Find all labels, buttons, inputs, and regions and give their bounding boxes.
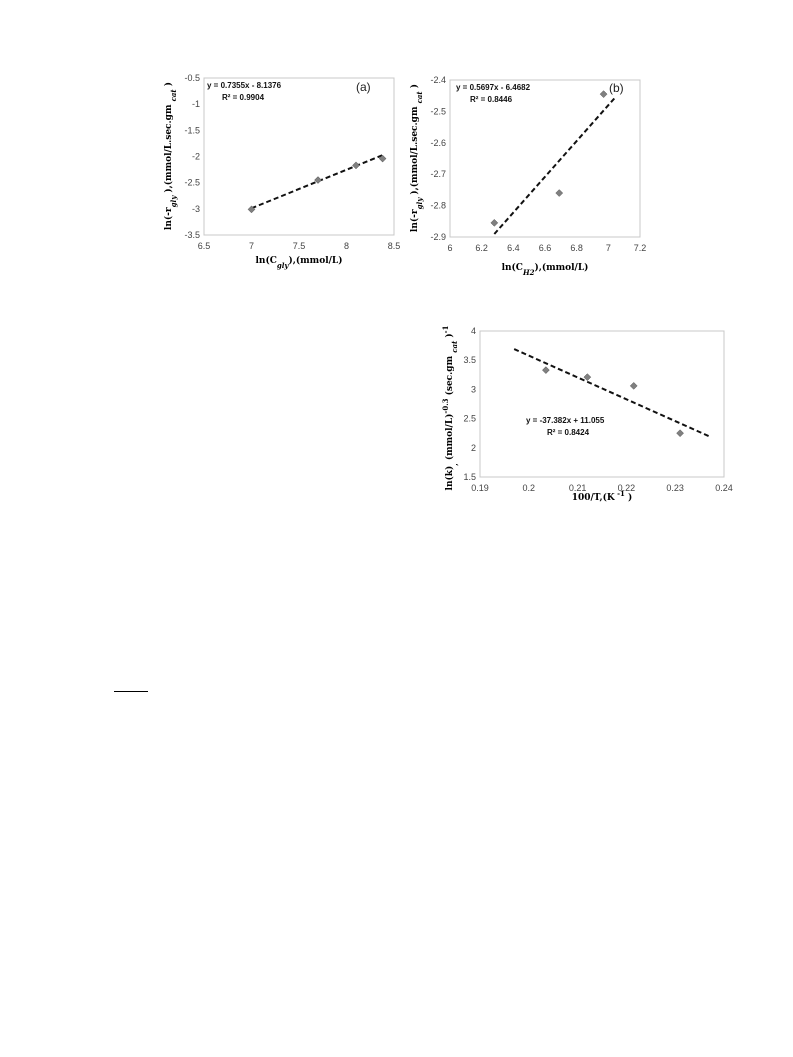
axis-title-y-b: ln(-rgly ),(mmol/L.sec.gm cat ) — [409, 84, 424, 232]
y-tick-label: 2 — [471, 443, 476, 453]
ticks-c: 0.19 0.2 0.21 0.22 0.23 0.24 4 3.5 3 2.5 2 1.5 — [463, 326, 732, 493]
y-tick-label: 3 — [471, 384, 476, 394]
trend-equation-c: y = -37.382x + 11.055 — [526, 416, 605, 425]
marks-a — [247, 153, 387, 214]
data-point — [555, 189, 564, 197]
plot-area-c — [479, 330, 725, 478]
x-tick-label: 0.24 — [715, 483, 733, 493]
ticks-a: 6.5 7 7.5 8 8.5 -0.5 -1 -1.5 -2 -2.5 -3 -3.5 — [184, 73, 400, 251]
ticks-b: 6 6.2 6.4 6.6 6.8 7 7.2 -2.4 -2.5 -2.6 -2.7 -2.8 -2.… — [430, 75, 646, 253]
y-tick-label: -0.5 — [184, 73, 200, 83]
y-tick-label: -2.5 — [430, 106, 446, 116]
plot-area-b — [449, 79, 641, 238]
data-point — [352, 161, 360, 170]
x-tick-label: 6.8 — [570, 243, 583, 253]
x-tick-label: 0.22 — [618, 483, 636, 493]
x-tick-label: 0.21 — [569, 483, 587, 493]
data-point — [314, 176, 322, 184]
y-tick-label: -2.9 — [430, 232, 446, 242]
data-point — [629, 382, 638, 390]
trend-r2-a: R² = 0.9904 — [222, 93, 265, 102]
x-tick-label: 6 — [447, 243, 452, 253]
data-point — [490, 219, 499, 227]
chart-c-svg: ln(k), (mmol/L)-0.3 (sec.gm cat )-1 100/… — [441, 325, 733, 504]
y-tick-label: -2.6 — [430, 138, 446, 148]
data-point — [542, 366, 550, 374]
trend-line — [493, 95, 617, 235]
y-tick-label: -3 — [192, 204, 200, 214]
x-tick-label: 8.5 — [388, 241, 401, 251]
x-tick-label: 0.23 — [666, 483, 684, 493]
panel-tag-a: (a) — [356, 80, 371, 94]
y-tick-label: 1.5 — [463, 472, 476, 482]
x-tick-label: 0.2 — [523, 483, 536, 493]
y-tick-label: -2.7 — [430, 169, 446, 179]
axis-title-y-a: ln(-rgly ),(mmol/L.sec.gm cat ) — [163, 82, 178, 230]
y-tick-label: -1 — [192, 99, 200, 109]
footnote-divider — [114, 691, 148, 692]
chart-a: ln(-rgly ),(mmol/L.sec.gm cat ) ln(Cgly)… — [160, 70, 400, 270]
trend-line — [513, 348, 710, 438]
y-tick-label: -2.8 — [430, 201, 446, 211]
marks-c — [513, 348, 710, 438]
x-tick-label: 6.2 — [475, 243, 488, 253]
data-point — [378, 154, 387, 163]
x-tick-label: 7.5 — [293, 241, 306, 251]
y-tick-label: 3.5 — [463, 355, 476, 365]
data-point — [676, 429, 684, 438]
trend-r2-c: R² = 0.8424 — [547, 428, 590, 437]
axis-title-y-c: ln(k), (mmol/L)-0.3 (sec.gm cat )-1 — [441, 325, 459, 490]
y-tick-label: 4 — [471, 326, 476, 336]
y-tick-label: 2.5 — [463, 414, 476, 424]
axis-title-x-a: ln(Cgly),(mmol/L) — [255, 255, 342, 270]
trend-equation-a: y = 0.7355x - 8.1376 — [207, 81, 282, 90]
y-tick-label: -1.5 — [184, 125, 200, 135]
x-tick-label: 6.5 — [198, 241, 211, 251]
x-tick-label: 0.19 — [471, 483, 489, 493]
x-tick-label: 6.6 — [539, 243, 552, 253]
panel-tag-b: (b) — [609, 81, 624, 95]
x-tick-label: 8 — [344, 241, 349, 251]
x-tick-label: 7 — [606, 243, 611, 253]
x-tick-label: 6.4 — [507, 243, 520, 253]
axis-title-x-c: 100/T,(K -1 ) — [572, 489, 633, 504]
data-point — [247, 205, 256, 214]
y-tick-label: -2 — [192, 152, 200, 162]
trend-r2-b: R² = 0.8446 — [470, 95, 513, 104]
y-tick-label: -2.4 — [430, 75, 446, 85]
plot-area-a — [203, 77, 395, 236]
x-tick-label: 7 — [249, 241, 254, 251]
marks-b — [490, 90, 617, 235]
chart-b: ln(-rgly ),(mmol/L.sec.gm cat ) ln(CH2),… — [406, 72, 651, 282]
chart-c: ln(k), (mmol/L)-0.3 (sec.gm cat )-1 100/… — [440, 318, 740, 508]
data-point — [583, 373, 592, 381]
data-point — [599, 90, 608, 98]
trend-equation-b: y = 0.5697x - 6.4682 — [456, 83, 531, 92]
chart-a-svg: ln(-rgly ),(mmol/L.sec.gm cat ) ln(Cgly)… — [163, 73, 400, 270]
y-tick-label: -2.5 — [184, 178, 200, 188]
axis-title-x-b: ln(CH2),(mmol/L) — [502, 262, 589, 277]
chart-b-svg: ln(-rgly ),(mmol/L.sec.gm cat ) ln(CH2),… — [409, 75, 646, 277]
y-tick-label: -3.5 — [184, 230, 200, 240]
x-tick-label: 7.2 — [634, 243, 647, 253]
